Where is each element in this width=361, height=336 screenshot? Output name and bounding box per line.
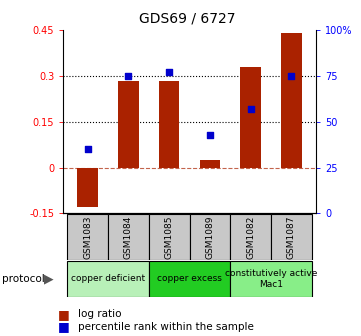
Bar xyxy=(281,33,301,168)
Bar xyxy=(190,214,230,260)
Point xyxy=(207,132,213,137)
Text: GSM1089: GSM1089 xyxy=(205,215,214,259)
Bar xyxy=(240,67,261,168)
Text: GSM1083: GSM1083 xyxy=(83,215,92,259)
Text: GSM1087: GSM1087 xyxy=(287,215,296,259)
Text: GSM1085: GSM1085 xyxy=(165,215,174,259)
Text: GDS69 / 6727: GDS69 / 6727 xyxy=(139,12,236,26)
Point xyxy=(85,146,91,152)
Text: GSM1082: GSM1082 xyxy=(246,215,255,259)
Text: ■: ■ xyxy=(58,320,70,333)
Text: GSM1084: GSM1084 xyxy=(124,215,133,259)
Bar xyxy=(230,214,271,260)
Point xyxy=(288,73,294,79)
Text: copper excess: copper excess xyxy=(157,275,222,283)
Bar xyxy=(230,261,312,297)
Bar xyxy=(108,214,149,260)
Bar xyxy=(149,214,190,260)
Text: ■: ■ xyxy=(58,308,70,321)
Bar xyxy=(271,214,312,260)
Point xyxy=(248,106,253,112)
Point xyxy=(126,73,131,79)
Text: ▶: ▶ xyxy=(44,272,53,285)
Text: copper deficient: copper deficient xyxy=(71,275,145,283)
Bar xyxy=(149,261,230,297)
Bar xyxy=(200,160,220,168)
Bar xyxy=(118,81,139,168)
Text: log ratio: log ratio xyxy=(78,309,121,319)
Bar xyxy=(67,214,108,260)
Point xyxy=(166,70,172,75)
Text: percentile rank within the sample: percentile rank within the sample xyxy=(78,322,253,332)
Text: constitutively active
Mac1: constitutively active Mac1 xyxy=(225,269,317,289)
Bar xyxy=(67,261,149,297)
Text: protocol: protocol xyxy=(2,274,44,284)
Bar xyxy=(159,81,179,168)
Bar xyxy=(78,168,98,207)
